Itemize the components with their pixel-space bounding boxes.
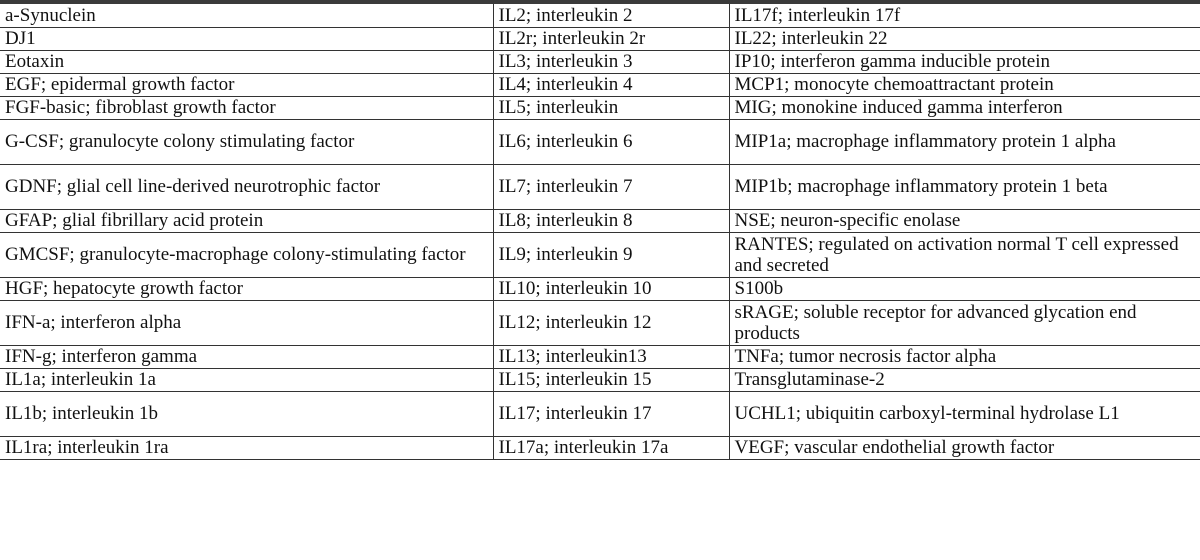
table-cell: IL2r; interleukin 2r [492, 26, 730, 51]
table-cell: IL4; interleukin 4 [492, 72, 730, 97]
table-row: HGF; hepatocyte growth factor IL10; inte… [0, 276, 1200, 301]
table-cell: TNFa; tumor necrosis factor alpha [728, 344, 1200, 369]
table-cell: Transglutaminase-2 [728, 367, 1200, 392]
table-cell: IL2; interleukin 2 [492, 4, 730, 28]
table-cell: MCP1; monocyte chemoattractant protein [728, 72, 1200, 97]
table-cell: IL6; interleukin 6 [492, 118, 730, 165]
table-row: FGF-basic; fibroblast growth factor IL5;… [0, 95, 1200, 120]
table-row: IFN-a; interferon alpha IL12; interleuki… [0, 299, 1200, 346]
table-cell: IL15; interleukin 15 [492, 367, 730, 392]
table-cell: IP10; interferon gamma inducible protein [728, 49, 1200, 74]
table-cell: IL3; interleukin 3 [492, 49, 730, 74]
table-cell: IFN-g; interferon gamma [0, 344, 494, 369]
table-row: DJ1 IL2r; interleukin 2r IL22; interleuk… [0, 26, 1200, 51]
table-cell: IL9; interleukin 9 [492, 231, 730, 278]
table-cell: IL12; interleukin 12 [492, 299, 730, 346]
table-row: G-CSF; granulocyte colony stimulating fa… [0, 118, 1200, 165]
table-row: EGF; epidermal growth factor IL4; interl… [0, 72, 1200, 97]
table-cell: IL7; interleukin 7 [492, 163, 730, 210]
table-cell: NSE; neuron-specific enolase [728, 208, 1200, 233]
table-row: Eotaxin IL3; interleukin 3 IP10; interfe… [0, 49, 1200, 74]
table-cell: EGF; epidermal growth factor [0, 72, 494, 97]
table-row: IL1b; interleukin 1b IL17; interleukin 1… [0, 390, 1200, 437]
table-cell: IL22; interleukin 22 [728, 26, 1200, 51]
table-cell: MIG; monokine induced gamma interferon [728, 95, 1200, 120]
table-row: IFN-g; interferon gamma IL13; interleuki… [0, 344, 1200, 369]
table-cell: IL13; interleukin13 [492, 344, 730, 369]
table-cell: FGF-basic; fibroblast growth factor [0, 95, 494, 120]
table-cell: IL1b; interleukin 1b [0, 390, 494, 437]
table-row: a-Synuclein IL2; interleukin 2 IL17f; in… [0, 4, 1200, 28]
table-cell: IL17; interleukin 17 [492, 390, 730, 437]
table-cell: DJ1 [0, 26, 494, 51]
table-cell: MIP1b; macrophage inflammatory protein 1… [728, 163, 1200, 210]
table-cell: GFAP; glial fibrillary acid protein [0, 208, 494, 233]
table-cell: RANTES; regulated on activation normal T… [728, 231, 1200, 278]
table-cell: MIP1a; macrophage inflammatory protein 1… [728, 118, 1200, 165]
table-cell: GMCSF; granulocyte-macrophage colony-sti… [0, 231, 494, 278]
table-cell: IL10; interleukin 10 [492, 276, 730, 301]
table-cell: IL5; interleukin [492, 95, 730, 120]
table-cell: G-CSF; granulocyte colony stimulating fa… [0, 118, 494, 165]
table-cell: IL17f; interleukin 17f [728, 4, 1200, 28]
table-cell: Eotaxin [0, 49, 494, 74]
table-cell: IL8; interleukin 8 [492, 208, 730, 233]
table-cell: IL17a; interleukin 17a [492, 435, 730, 460]
table-cell: HGF; hepatocyte growth factor [0, 276, 494, 301]
table-cell: sRAGE; soluble receptor for advanced gly… [728, 299, 1200, 346]
table-cell: UCHL1; ubiquitin carboxyl-terminal hydro… [728, 390, 1200, 437]
table-cell: GDNF; glial cell line-derived neurotroph… [0, 163, 494, 210]
table-row: IL1a; interleukin 1a IL15; interleukin 1… [0, 367, 1200, 392]
top-border-rule [0, 0, 1200, 4]
table-cell: IFN-a; interferon alpha [0, 299, 494, 346]
biomarker-table: a-Synuclein IL2; interleukin 2 IL17f; in… [0, 4, 1200, 460]
table-row: GFAP; glial fibrillary acid protein IL8;… [0, 208, 1200, 233]
table-row: GDNF; glial cell line-derived neurotroph… [0, 163, 1200, 210]
table-row: IL1ra; interleukin 1ra IL17a; interleuki… [0, 435, 1200, 460]
table-cell: IL1a; interleukin 1a [0, 367, 494, 392]
table-row: GMCSF; granulocyte-macrophage colony-sti… [0, 231, 1200, 278]
table-cell: a-Synuclein [0, 4, 494, 28]
table-cell: VEGF; vascular endothelial growth factor [728, 435, 1200, 460]
table-cell: IL1ra; interleukin 1ra [0, 435, 494, 460]
table-cell: S100b [728, 276, 1200, 301]
